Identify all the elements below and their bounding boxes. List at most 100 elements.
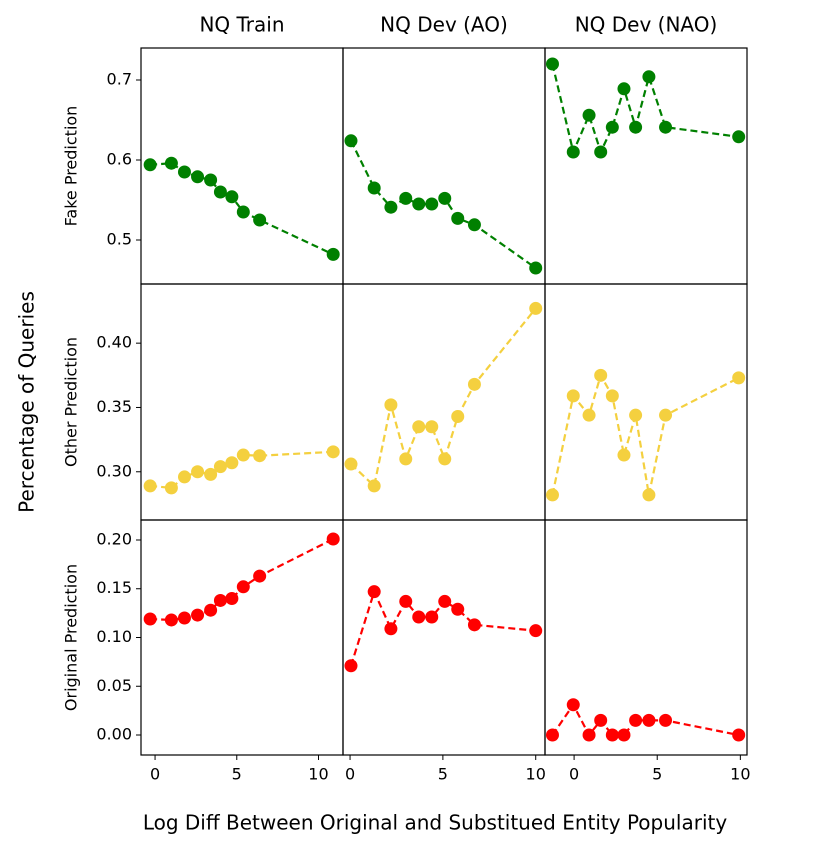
- point: [213, 593, 227, 607]
- y-tick-label: 0.05: [96, 676, 132, 695]
- point: [659, 408, 673, 422]
- point: [629, 120, 643, 134]
- point: [617, 728, 631, 742]
- point: [642, 713, 656, 727]
- point: [605, 120, 619, 134]
- y-tick-label: 0.00: [96, 725, 132, 744]
- point: [629, 408, 643, 422]
- point: [566, 145, 580, 159]
- x-tick-label: 5: [652, 765, 662, 784]
- point: [213, 185, 227, 199]
- panel-frame: [544, 47, 748, 285]
- point: [642, 70, 656, 84]
- point: [326, 445, 340, 459]
- point: [467, 618, 481, 632]
- point: [545, 57, 559, 71]
- point: [566, 389, 580, 403]
- x-tick-label: 5: [232, 765, 242, 784]
- y-tick-label: 0.6: [107, 150, 132, 169]
- point: [566, 698, 580, 712]
- y-tick-label: 0.35: [96, 397, 132, 416]
- point: [225, 190, 239, 204]
- point: [617, 82, 631, 96]
- point: [425, 197, 439, 211]
- point: [253, 213, 267, 227]
- point: [367, 181, 381, 195]
- point: [438, 191, 452, 205]
- line: [551, 372, 740, 496]
- x-tick-label: 10: [730, 765, 750, 784]
- panel-title: NQ Dev (NAO): [575, 13, 718, 37]
- point: [253, 449, 267, 463]
- y-tick-label: 0.15: [96, 578, 132, 597]
- x-axis-label: Log Diff Between Original and Substitued…: [143, 811, 728, 835]
- point: [326, 247, 340, 261]
- x-tick-label: 0: [150, 765, 160, 784]
- point: [143, 479, 157, 493]
- point: [204, 603, 218, 617]
- line: [150, 538, 334, 622]
- point: [529, 624, 543, 638]
- x-tick-label: 10: [526, 765, 546, 784]
- point: [367, 585, 381, 599]
- point: [399, 594, 413, 608]
- point: [732, 130, 746, 144]
- point: [344, 134, 358, 148]
- y-tick-label: 0.40: [96, 333, 132, 352]
- x-tick-label: 0: [345, 765, 355, 784]
- point: [467, 377, 481, 391]
- point: [177, 470, 191, 484]
- point: [236, 580, 250, 594]
- point: [191, 465, 205, 479]
- point: [545, 488, 559, 502]
- point: [191, 608, 205, 622]
- point: [529, 301, 543, 315]
- panel-y-label: Original Prediction: [62, 564, 81, 711]
- x-tick-label: 10: [308, 765, 328, 784]
- panel-frame: [342, 519, 546, 756]
- point: [253, 569, 267, 583]
- point: [732, 371, 746, 385]
- point: [326, 532, 340, 546]
- x-tick-label: 0: [569, 765, 579, 784]
- point: [451, 602, 465, 616]
- point: [451, 211, 465, 225]
- point: [213, 460, 227, 474]
- point: [438, 594, 452, 608]
- panel-title: NQ Dev (AO): [380, 13, 508, 37]
- point: [412, 420, 426, 434]
- point: [425, 610, 439, 624]
- point: [344, 457, 358, 471]
- point: [177, 611, 191, 625]
- point: [399, 191, 413, 205]
- point: [412, 197, 426, 211]
- point: [384, 200, 398, 214]
- point: [659, 713, 673, 727]
- point: [164, 481, 178, 495]
- point: [191, 170, 205, 184]
- point: [236, 448, 250, 462]
- point: [529, 261, 543, 275]
- point: [582, 108, 596, 122]
- point: [204, 173, 218, 187]
- point: [732, 728, 746, 742]
- x-tick-label: 5: [438, 765, 448, 784]
- point: [617, 448, 631, 462]
- y-tick-label: 0.20: [96, 529, 132, 548]
- point: [399, 452, 413, 466]
- point: [164, 613, 178, 627]
- y-axis-label: Percentage of Queries: [15, 291, 39, 513]
- y-tick-label: 0.10: [96, 627, 132, 646]
- point: [594, 713, 608, 727]
- line: [551, 63, 739, 156]
- point: [412, 610, 426, 624]
- point: [467, 218, 481, 232]
- point: [545, 728, 559, 742]
- point: [594, 145, 608, 159]
- y-tick-label: 0.5: [107, 230, 132, 249]
- point: [384, 398, 398, 412]
- point: [642, 488, 656, 502]
- line: [150, 162, 334, 256]
